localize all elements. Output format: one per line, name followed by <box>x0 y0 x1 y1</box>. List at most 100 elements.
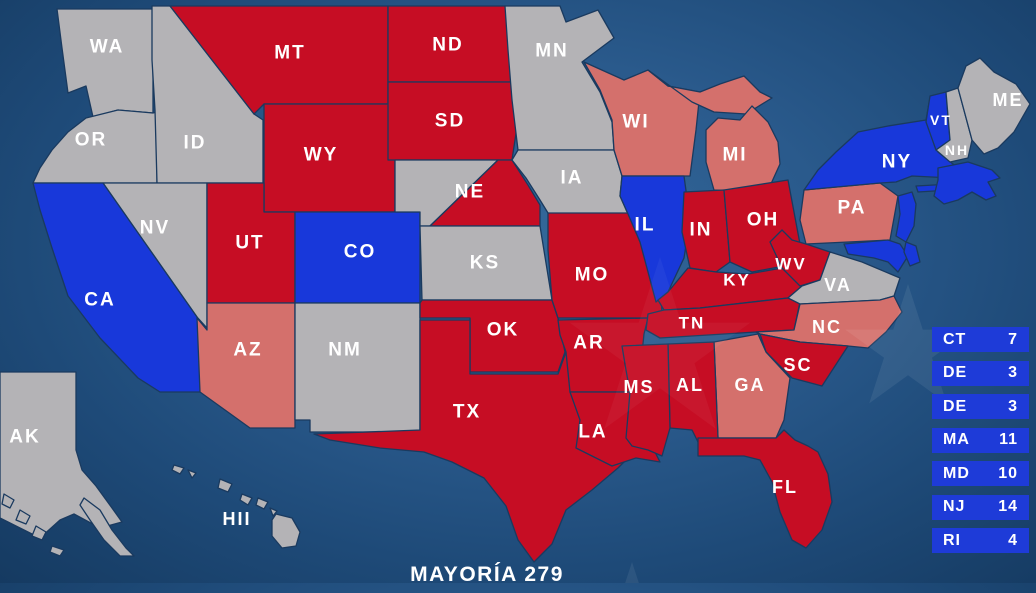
state-label-NM: NM <box>328 340 362 361</box>
state-AK[interactable] <box>0 371 123 539</box>
state-HI[interactable] <box>255 497 269 510</box>
state-HI[interactable] <box>239 493 253 506</box>
electoral-row-MA-3: MA 11 <box>932 427 1029 453</box>
state-label-MO: MO <box>575 265 610 286</box>
state-label-WV: WV <box>775 255 806 274</box>
state-label-AK: AK <box>9 427 40 448</box>
state-label-AZ: AZ <box>233 340 262 361</box>
star-watermark <box>845 284 971 404</box>
state-AK[interactable] <box>31 525 47 541</box>
state-ME[interactable] <box>957 57 1031 155</box>
state-MN[interactable] <box>504 5 615 151</box>
state-NJ[interactable] <box>895 191 917 243</box>
state-label-MT: MT <box>274 43 305 64</box>
state-FL[interactable] <box>697 429 833 549</box>
state-label-CA: CA <box>84 290 115 311</box>
state-label-HI: HII <box>222 509 251 529</box>
electoral-row-NJ-5: NJ 14 <box>932 494 1029 520</box>
state-label-GA: GA <box>735 375 766 395</box>
state-WI[interactable] <box>583 61 701 177</box>
state-SD[interactable] <box>387 81 519 161</box>
state-label-AL: AL <box>676 375 704 395</box>
state-code: MA <box>943 431 970 448</box>
state-NM[interactable] <box>294 302 421 433</box>
state-label-VT: VT <box>930 112 952 128</box>
state-label-FL: FL <box>772 477 798 497</box>
electoral-row-MD-4: MD 10 <box>932 461 1029 486</box>
state-label-TX: TX <box>453 402 481 423</box>
state-code: MD <box>943 464 970 482</box>
state-label-NY: NY <box>882 152 912 173</box>
state-MI[interactable] <box>647 69 773 115</box>
state-label-NH: NH <box>945 142 969 158</box>
state-label-IL: IL <box>635 215 656 236</box>
state-WA[interactable] <box>56 8 154 118</box>
state-code: NJ <box>943 498 966 515</box>
state-AK[interactable] <box>1 493 15 509</box>
electoral-row-DE-2: DE 3 <box>932 394 1029 419</box>
state-label-PA: PA <box>838 198 867 219</box>
state-label-NC: NC <box>812 317 842 337</box>
star-watermark <box>625 562 639 583</box>
state-label-WI: WI <box>622 112 649 133</box>
state-code: DE <box>943 364 968 381</box>
electoral-row-DE-1: DE 3 <box>932 360 1029 386</box>
electoral-votes: 3 <box>1008 397 1018 415</box>
state-label-SD: SD <box>435 111 465 132</box>
state-label-VA: VA <box>824 275 852 295</box>
majority-label: MAYORÍA 279 <box>410 563 564 586</box>
state-label-WY: WY <box>304 145 339 166</box>
state-MD[interactable] <box>843 239 909 273</box>
electoral-votes: 14 <box>998 498 1018 515</box>
state-label-ID: ID <box>184 133 207 154</box>
state-label-ND: ND <box>432 35 463 56</box>
state-label-IA: IA <box>561 168 584 189</box>
state-AK[interactable] <box>49 545 65 557</box>
state-label-LA: LA <box>578 422 607 443</box>
state-AK[interactable] <box>79 497 135 557</box>
state-label-KY: KY <box>723 271 751 290</box>
state-label-OH: OH <box>747 210 780 231</box>
state-MS[interactable] <box>621 343 671 457</box>
state-CA[interactable] <box>32 182 206 393</box>
state-label-OR: OR <box>75 130 108 151</box>
state-label-ME: ME <box>993 90 1024 110</box>
state-label-UT: UT <box>235 233 264 254</box>
state-MI[interactable] <box>705 105 781 193</box>
electoral-votes: 10 <box>998 464 1018 482</box>
state-code: DE <box>943 397 968 415</box>
state-label-AR: AR <box>573 333 604 354</box>
electoral-votes: 4 <box>1008 531 1018 549</box>
electoral-row-RI-6: RI 4 <box>932 528 1029 553</box>
state-label-IN: IN <box>690 220 713 241</box>
state-AZ[interactable] <box>196 302 296 429</box>
electoral-row-CT-0: CT 7 <box>932 327 1029 352</box>
star-watermark <box>569 257 751 429</box>
state-code: RI <box>943 531 961 549</box>
state-label-NE: NE <box>455 182 485 203</box>
state-label-OK: OK <box>487 320 520 341</box>
state-HI[interactable] <box>217 478 233 493</box>
electoral-votes: 11 <box>999 431 1018 448</box>
electoral-votes: 3 <box>1008 364 1018 381</box>
state-HI[interactable] <box>271 513 301 549</box>
electoral-votes: 7 <box>1008 330 1018 348</box>
state-AK[interactable] <box>15 509 31 525</box>
state-DE[interactable] <box>903 241 921 267</box>
state-label-MS: MS <box>624 377 655 397</box>
state-label-WA: WA <box>90 37 125 58</box>
state-label-SC: SC <box>783 355 812 375</box>
state-label-MN: MN <box>535 41 569 62</box>
state-label-TN: TN <box>679 314 706 333</box>
state-code: CT <box>943 330 967 348</box>
state-HI[interactable] <box>171 464 185 475</box>
state-label-NV: NV <box>140 218 170 239</box>
state-label-MI: MI <box>722 145 747 166</box>
state-HI[interactable] <box>269 507 278 517</box>
state-label-KS: KS <box>470 253 500 274</box>
state-label-CO: CO <box>344 242 377 263</box>
state-HI[interactable] <box>187 469 197 479</box>
state-MA[interactable] <box>933 161 1001 205</box>
